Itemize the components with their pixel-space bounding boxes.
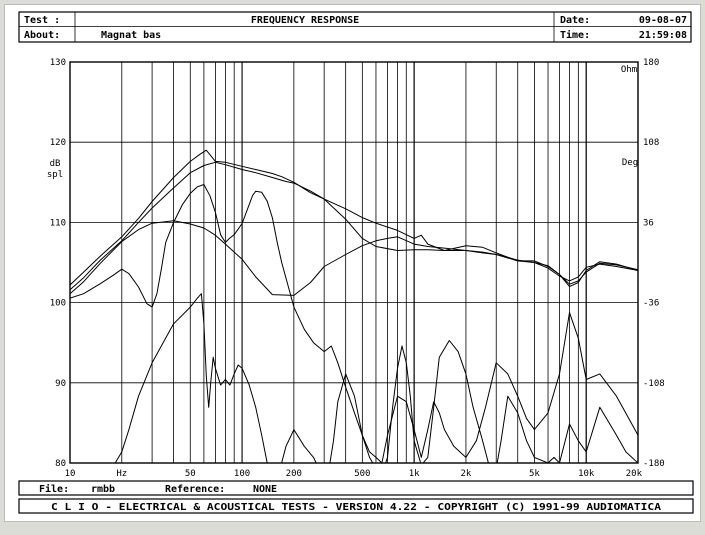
series-layer [70, 149, 638, 463]
x-tick-label: 20k [626, 469, 643, 479]
y2-tick-label: -180 [643, 459, 665, 469]
y2-tick-label: -108 [643, 379, 665, 389]
x-tick-label: 5k [529, 469, 540, 479]
y-tick-label: 110 [50, 218, 66, 228]
y2-axis-label: Deg [622, 158, 638, 168]
y-tick-label: 130 [50, 58, 66, 68]
x-tick-label: 100 [234, 469, 250, 479]
x-tick-label: 10k [578, 469, 595, 479]
plot-area-border [69, 61, 639, 464]
reference-value: NONE [253, 484, 277, 495]
ticks-layer: 10 Hz 50 100 200 500 1k 2k 5k 10k 20k 80 90 100 110 120… [50, 58, 665, 479]
series-line-1 [70, 149, 638, 288]
file-value: rmbb [91, 484, 115, 495]
grid-layer [70, 62, 638, 463]
y-tick-label: 80 [55, 459, 66, 469]
time-value: 21:59:08 [639, 30, 687, 41]
series-line-3 [70, 220, 638, 296]
series-line-2 [70, 161, 638, 291]
x-tick-label: 200 [286, 469, 302, 479]
y-tick-label: 90 [55, 379, 66, 389]
series-line-4 [70, 184, 638, 463]
y-axis-label-db: dB [50, 159, 61, 169]
date-label: Date: [560, 15, 590, 26]
header-panel [18, 11, 692, 43]
about-label: About: [24, 30, 60, 41]
y-tick-label: 120 [50, 138, 66, 148]
time-label: Time: [560, 29, 590, 41]
x-tick-label: 10 [65, 469, 76, 479]
x-tick-label: 500 [354, 469, 370, 479]
y2-tick-label: 180 [643, 58, 659, 68]
x-tick-label: 2k [461, 469, 472, 479]
copyright-banner: C L I O - ELECTRICAL & ACOUSTICAL TESTS … [51, 502, 661, 513]
y2-tick-label: 108 [643, 138, 659, 148]
x-tick-label: 50 [185, 469, 196, 479]
y-tick-label: 100 [50, 299, 66, 309]
series-line-5 [114, 293, 638, 463]
frequency-response-chart: Test : About: Magnat bas FREQUENCY RESPO… [18, 11, 694, 514]
reference-label: Reference: [165, 484, 225, 495]
date-value: 09-08-07 [639, 15, 687, 26]
x-tick-label: 1k [409, 469, 420, 479]
chart-title: FREQUENCY RESPONSE [251, 15, 359, 26]
file-panel [18, 480, 694, 496]
y2-tick-label: -36 [643, 299, 659, 309]
y-axis-label-spl: spl [47, 170, 63, 180]
test-label: Test : [24, 15, 60, 26]
clio-window: Test : About: Magnat bas FREQUENCY RESPO… [4, 4, 701, 522]
x-tick-label: Hz [116, 469, 127, 479]
y2-axis-unit: Ohm [621, 65, 637, 75]
file-label: File: [39, 483, 69, 495]
y2-tick-label: 36 [643, 218, 654, 228]
banner-panel [18, 498, 694, 514]
about-value: Magnat bas [101, 30, 161, 41]
